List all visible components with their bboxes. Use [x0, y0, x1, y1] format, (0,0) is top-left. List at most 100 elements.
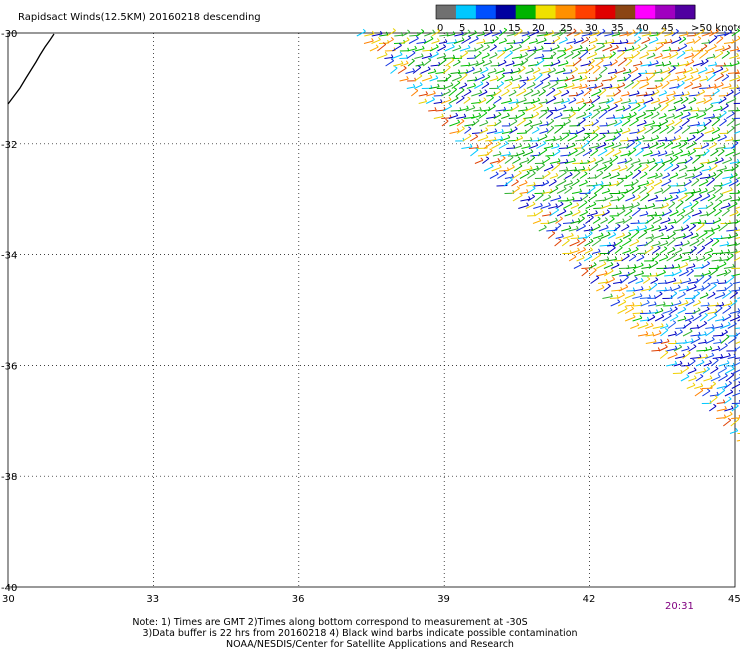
wind-barb-tick [547, 73, 551, 77]
wind-barb [617, 308, 628, 314]
wind-barb [590, 111, 601, 119]
wind-barb [516, 119, 526, 127]
wind-barb [701, 32, 713, 37]
wind-barb [598, 100, 610, 104]
wind-barb-tick [639, 315, 643, 319]
wind-barb [720, 105, 729, 112]
wind-barb-tick [601, 43, 605, 47]
wind-barb-tick [600, 156, 604, 160]
wind-barb [681, 258, 691, 262]
wind-barb-tick [704, 219, 707, 224]
wind-barb [677, 174, 688, 179]
wind-barb-tick [539, 120, 543, 124]
wind-barb-tick [703, 368, 707, 372]
wind-barb [461, 31, 471, 37]
wind-barb-tick [701, 60, 704, 64]
wind-barb [722, 315, 732, 322]
wind-barb-tick [555, 203, 558, 207]
wind-barb [527, 157, 536, 164]
wind-barb-tick [583, 247, 587, 251]
wind-barb [556, 53, 567, 59]
wind-barb-tick [726, 360, 730, 364]
wind-barb-tick [443, 44, 447, 48]
wind-barb-tick [550, 143, 554, 147]
wind-barb-tick [686, 60, 690, 65]
wind-barb [639, 83, 650, 89]
wind-barb-tick [735, 163, 739, 167]
wind-barb [703, 255, 712, 262]
wind-barb-tick [623, 299, 627, 303]
wind-barb [667, 221, 676, 224]
wind-barb [524, 126, 534, 134]
wind-barb-tick [632, 301, 635, 306]
wind-barb-tick [502, 67, 506, 71]
wind-barb [627, 139, 639, 142]
wind-barb-tick [731, 117, 735, 121]
wind-barb [710, 376, 721, 382]
wind-barb [585, 105, 595, 112]
wind-barb-tick [451, 44, 455, 48]
wind-barb [464, 128, 472, 134]
wind-barb-tick [658, 225, 662, 229]
wind-barb-tick [596, 125, 600, 129]
wind-barb [554, 126, 564, 134]
wind-barb-tick [378, 36, 381, 41]
wind-barb-tick [581, 37, 584, 41]
wind-barb [707, 311, 718, 314]
wind-barb [596, 263, 607, 269]
wind-barb [613, 117, 624, 119]
wind-barb-tick [613, 231, 617, 235]
wind-barb [690, 202, 699, 209]
wind-barb-tick [679, 344, 683, 348]
wind-barb [716, 167, 727, 172]
wind-barb-tick [522, 65, 526, 69]
wind-barb [625, 196, 636, 202]
wind-barb-tick [720, 353, 724, 358]
wind-barb [718, 98, 727, 104]
wind-barb [586, 86, 597, 89]
wind-barb [364, 33, 375, 37]
wind-barb [616, 52, 625, 59]
wind-barb-tick [645, 69, 648, 74]
wind-barb [482, 61, 492, 67]
wind-barb [735, 341, 740, 344]
wind-barb [733, 376, 740, 382]
wind-barb-tick [664, 90, 668, 94]
wind-barb [725, 139, 734, 142]
wind-barb [653, 341, 663, 344]
wind-barb-tick [489, 29, 493, 33]
wind-barb [669, 53, 679, 59]
wind-barb-tick [593, 262, 597, 266]
wind-barb [534, 48, 544, 52]
wind-barb-tick [626, 39, 629, 43]
wind-barb [712, 325, 724, 329]
wind-barb [654, 44, 664, 52]
wind-barb [721, 75, 730, 82]
wind-barb [576, 114, 587, 119]
wind-barb-tick [631, 54, 634, 58]
wind-barb-tick [730, 173, 734, 177]
wind-barb [721, 189, 733, 194]
wind-barb [671, 286, 681, 292]
wind-barb-tick [443, 57, 447, 61]
wind-barb [371, 39, 381, 44]
wind-barb-tick [524, 179, 528, 184]
wind-barb-tick [715, 28, 719, 32]
wind-barb-tick [724, 383, 728, 387]
wind-barb-tick [429, 53, 433, 57]
wind-barb [521, 33, 530, 37]
wind-barb [708, 397, 718, 404]
wind-barb-tick [414, 45, 418, 49]
wind-barb [702, 276, 712, 284]
wind-barb-tick [508, 151, 511, 155]
wind-barb [533, 205, 543, 209]
wind-barb-tick [681, 80, 685, 84]
wind-barb [701, 144, 709, 149]
wind-barb [652, 247, 661, 254]
wind-barb [692, 156, 701, 164]
wind-barb [578, 236, 587, 239]
wind-barb-tick [723, 62, 726, 66]
wind-barb [684, 158, 693, 164]
wind-barb-tick [482, 73, 485, 78]
wind-barb-tick [711, 336, 715, 340]
